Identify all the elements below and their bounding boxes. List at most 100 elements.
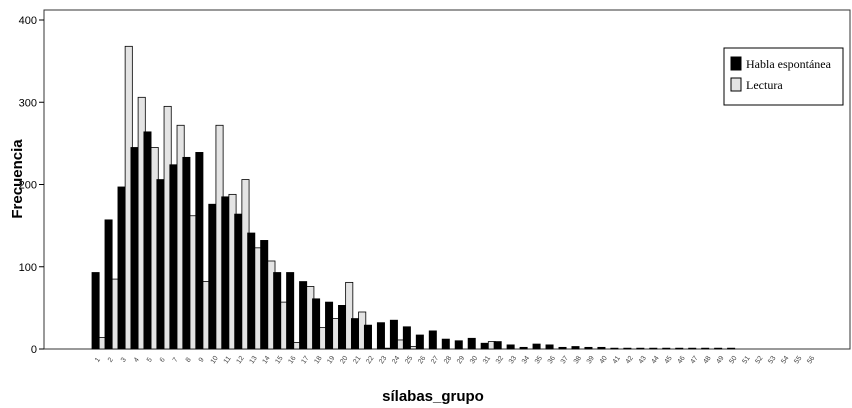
bar-habla-44 bbox=[649, 347, 658, 350]
x-tick-label: 45 bbox=[664, 355, 674, 365]
x-tick-label: 25 bbox=[404, 355, 414, 365]
x-tick-label: 35 bbox=[534, 355, 544, 365]
bar-habla-13 bbox=[247, 232, 256, 350]
x-tick-label: 15 bbox=[274, 355, 284, 365]
bar-habla-47 bbox=[688, 347, 697, 350]
bar-habla-40 bbox=[597, 346, 606, 350]
x-tick-label: 10 bbox=[210, 355, 220, 365]
bar-habla-17 bbox=[299, 281, 308, 350]
bar-habla-9 bbox=[195, 152, 204, 350]
legend-label-lectura: Lectura bbox=[746, 78, 783, 92]
x-tick-label: 24 bbox=[391, 355, 401, 365]
bar-habla-3 bbox=[117, 186, 126, 350]
x-tick-label: 19 bbox=[326, 355, 336, 365]
bar-habla-43 bbox=[636, 347, 645, 350]
bar-habla-10 bbox=[208, 203, 217, 350]
x-tick-label: 23 bbox=[378, 355, 388, 365]
x-tick-label: 1 bbox=[94, 356, 102, 363]
y-tick-label: 300 bbox=[19, 97, 37, 109]
bar-habla-25 bbox=[402, 326, 411, 350]
bar-habla-19 bbox=[325, 301, 334, 350]
x-tick-label: 50 bbox=[728, 355, 738, 365]
bar-habla-30 bbox=[467, 337, 476, 350]
bar-habla-38 bbox=[571, 346, 580, 350]
bar-habla-31 bbox=[480, 342, 489, 350]
bar-habla-39 bbox=[584, 346, 593, 350]
x-tick-label: 33 bbox=[508, 355, 518, 365]
y-axis-title: Frecuencia bbox=[9, 139, 26, 219]
x-tick-label: 52 bbox=[754, 355, 764, 365]
x-tick-label: 9 bbox=[198, 356, 206, 363]
bar-habla-22 bbox=[363, 324, 372, 350]
x-tick-label: 56 bbox=[806, 355, 816, 365]
bar-habla-37 bbox=[558, 346, 567, 350]
y-axis: 0 100 200 300 400 bbox=[19, 15, 44, 356]
x-tick-label: 20 bbox=[339, 355, 349, 365]
x-tick-label: 26 bbox=[417, 355, 427, 365]
x-tick-label: 13 bbox=[249, 355, 259, 365]
legend-swatch-lectura bbox=[730, 77, 742, 92]
x-tick-label: 51 bbox=[741, 355, 751, 365]
x-tick-label: 30 bbox=[469, 355, 479, 365]
x-tick-label: 43 bbox=[638, 355, 648, 365]
x-tick-label: 21 bbox=[352, 355, 362, 365]
bar-habla-46 bbox=[675, 347, 684, 350]
bar-habla-5 bbox=[143, 131, 152, 350]
x-tick-label: 11 bbox=[223, 355, 233, 365]
bar-habla-12 bbox=[234, 213, 243, 350]
bar-habla-6 bbox=[156, 179, 165, 350]
x-tick-label: 39 bbox=[586, 355, 596, 365]
bar-lectura-20 bbox=[345, 281, 354, 350]
bar-habla-14 bbox=[260, 240, 269, 350]
x-tick-label: 12 bbox=[236, 355, 246, 365]
y-tick-label: 400 bbox=[19, 15, 37, 27]
bar-habla-36 bbox=[545, 344, 554, 350]
y-tick-label: 0 bbox=[31, 344, 37, 356]
y-tick-label: 200 bbox=[19, 180, 37, 192]
bar-habla-32 bbox=[493, 341, 502, 350]
bar-habla-42 bbox=[623, 347, 632, 350]
x-tick-label: 14 bbox=[261, 355, 271, 365]
x-tick-label: 48 bbox=[702, 355, 712, 365]
legend: Habla espontánea Lectura bbox=[723, 47, 844, 106]
x-tick-label: 44 bbox=[651, 355, 661, 365]
x-tick-label: 34 bbox=[521, 355, 531, 365]
bar-habla-28 bbox=[441, 338, 450, 350]
x-tick-label: 42 bbox=[625, 355, 635, 365]
legend-box bbox=[723, 47, 844, 106]
x-axis-title: sílabas_grupo bbox=[382, 388, 484, 405]
bar-habla-33 bbox=[506, 344, 515, 350]
x-tick-label: 36 bbox=[547, 355, 557, 365]
bar-habla-4 bbox=[130, 147, 139, 350]
x-tick-label: 47 bbox=[689, 355, 699, 365]
bar-habla-11 bbox=[221, 196, 230, 350]
x-tick-label: 55 bbox=[793, 355, 803, 365]
x-tick-label: 27 bbox=[430, 355, 440, 365]
x-tick-label: 22 bbox=[365, 355, 375, 365]
bar-habla-41 bbox=[610, 347, 619, 350]
bar-habla-8 bbox=[182, 156, 191, 350]
bars-group bbox=[91, 45, 736, 350]
x-tick-label: 54 bbox=[780, 355, 790, 365]
bar-habla-15 bbox=[273, 272, 282, 350]
bar-habla-26 bbox=[415, 334, 424, 350]
x-axis: 1 2 3 4 5 6 7 8 9 10 11 12 13 14 15 16 17 18 19 20 21 22 23 24 2… bbox=[94, 355, 816, 365]
x-tick-label: 49 bbox=[715, 355, 725, 365]
x-tick-label: 16 bbox=[287, 355, 297, 365]
bar-habla-2 bbox=[104, 219, 113, 350]
bar-habla-48 bbox=[701, 347, 710, 350]
bar-habla-35 bbox=[532, 343, 541, 350]
bar-habla-24 bbox=[389, 319, 398, 350]
x-tick-label: 41 bbox=[612, 355, 622, 365]
x-tick-label: 37 bbox=[560, 355, 570, 365]
bar-habla-34 bbox=[519, 346, 528, 350]
bar-habla-16 bbox=[286, 272, 295, 350]
bar-habla-50 bbox=[727, 347, 736, 350]
bar-habla-7 bbox=[169, 164, 178, 350]
legend-label-habla: Habla espontánea bbox=[746, 57, 832, 71]
x-tick-label: 6 bbox=[159, 356, 167, 363]
x-tick-label: 18 bbox=[313, 355, 323, 365]
bar-habla-23 bbox=[376, 322, 385, 350]
